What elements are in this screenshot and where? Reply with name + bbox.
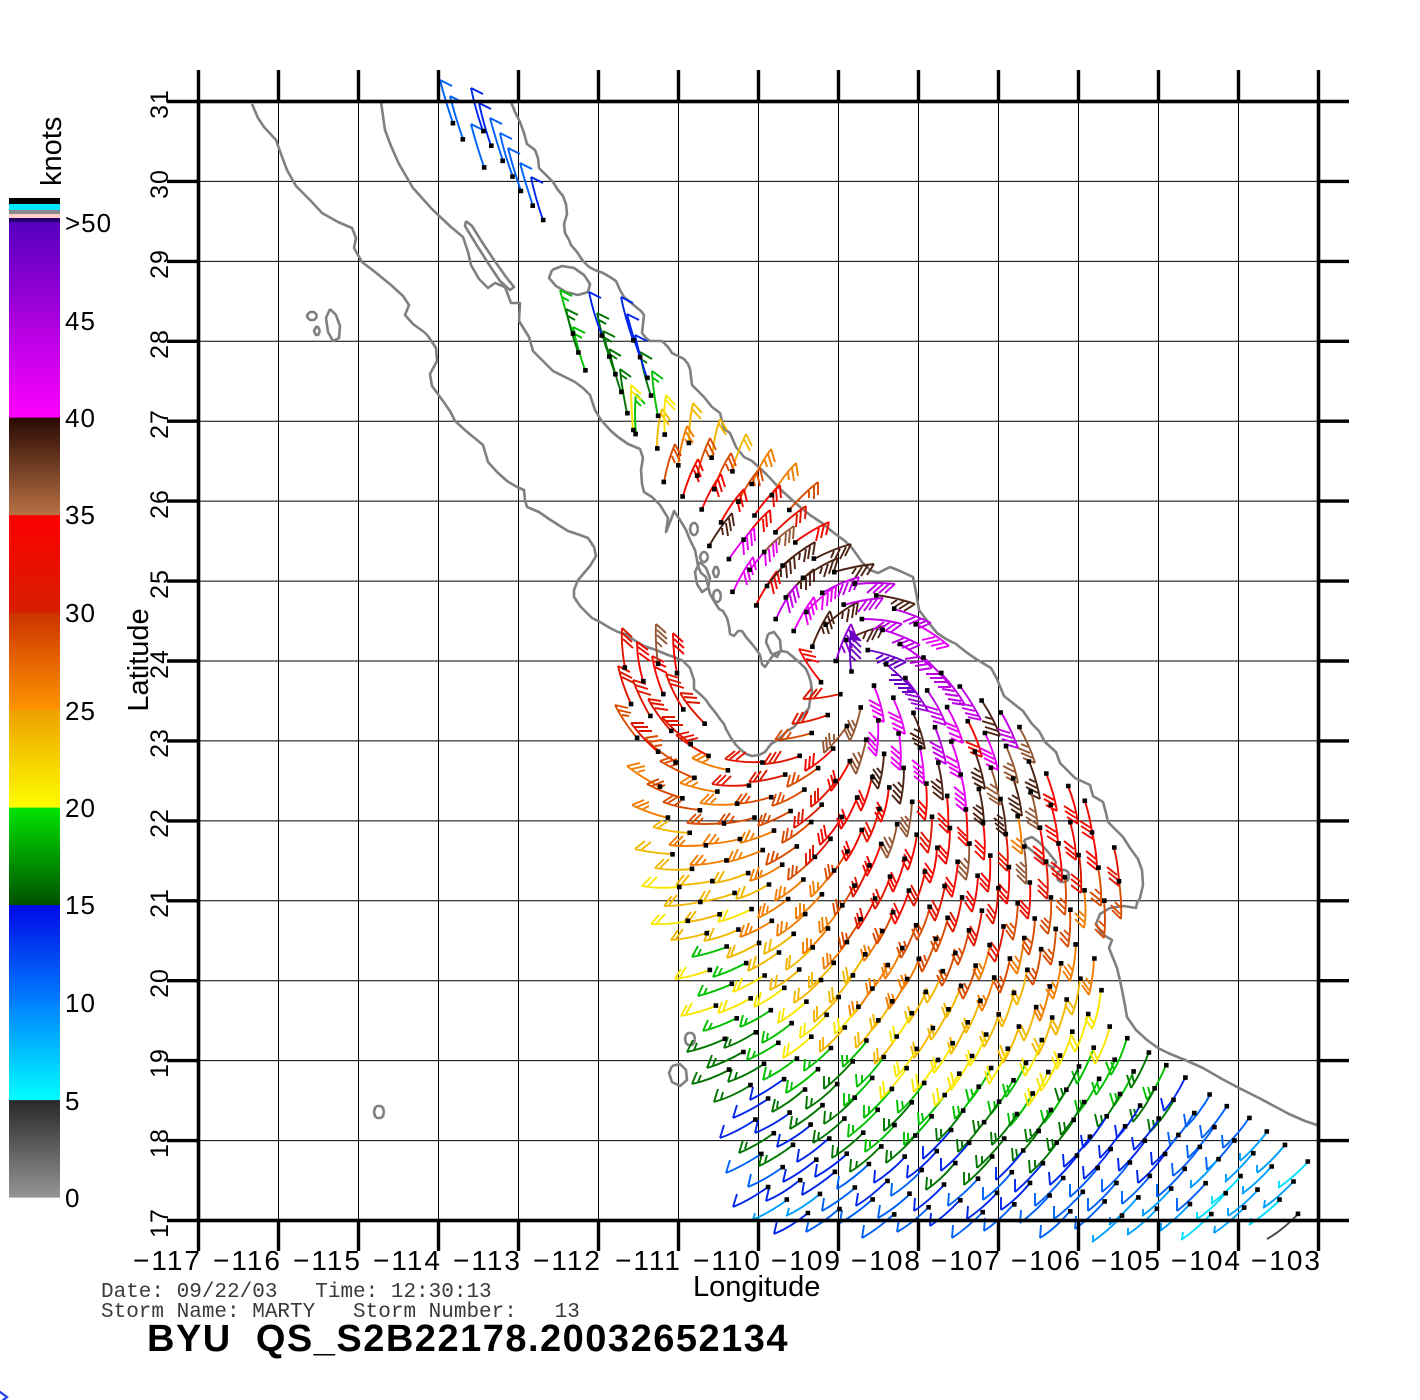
svg-text:−104: −104 bbox=[1171, 1245, 1242, 1276]
svg-text:−116: −116 bbox=[213, 1245, 282, 1276]
svg-text:−107: −107 bbox=[931, 1245, 1002, 1276]
svg-text:25: 25 bbox=[146, 569, 174, 599]
svg-text:−112: −112 bbox=[533, 1245, 602, 1276]
svg-text:10: 10 bbox=[65, 988, 96, 1018]
svg-text:21: 21 bbox=[146, 888, 174, 918]
svg-text:−109: −109 bbox=[771, 1245, 842, 1276]
svg-text:5: 5 bbox=[65, 1086, 80, 1116]
svg-text:Longitude: Longitude bbox=[693, 1271, 820, 1303]
svg-text:15: 15 bbox=[65, 890, 96, 920]
svg-text:−105: −105 bbox=[1091, 1245, 1162, 1276]
svg-text:−103: −103 bbox=[1251, 1245, 1322, 1276]
svg-text:45: 45 bbox=[65, 306, 96, 336]
svg-text:Date: 09/22/03 Time: 12:30:1: Date: 09/22/03 Time: 12:30:13 bbox=[101, 1281, 492, 1304]
svg-text:−111: −111 bbox=[615, 1245, 682, 1276]
svg-text:22: 22 bbox=[146, 808, 174, 838]
svg-text:19: 19 bbox=[146, 1048, 174, 1078]
svg-text:40: 40 bbox=[65, 403, 96, 433]
svg-text:Latitude: Latitude bbox=[123, 608, 155, 711]
svg-text:BYU QS_S2B22178.20032652134: BYU QS_S2B22178.20032652134 bbox=[147, 1318, 789, 1360]
svg-text:Storm Name: MARTY Storm Numb: Storm Name: MARTY Storm Number: 13 bbox=[101, 1301, 580, 1324]
svg-text:−108: −108 bbox=[851, 1245, 922, 1276]
svg-text:−106: −106 bbox=[1011, 1245, 1082, 1276]
svg-text:17: 17 bbox=[146, 1208, 174, 1238]
svg-text:−117: −117 bbox=[133, 1245, 202, 1276]
svg-text:−113: −113 bbox=[453, 1245, 522, 1276]
svg-text:27: 27 bbox=[146, 409, 174, 439]
svg-text:24: 24 bbox=[146, 649, 174, 679]
svg-text:28: 28 bbox=[146, 329, 174, 359]
svg-text:−114: −114 bbox=[373, 1245, 442, 1276]
svg-text:0: 0 bbox=[65, 1183, 80, 1213]
svg-text:knots: knots bbox=[36, 117, 68, 186]
svg-text:18: 18 bbox=[146, 1128, 174, 1158]
svg-text:−115: −115 bbox=[293, 1245, 362, 1276]
svg-text:>50: >50 bbox=[65, 208, 112, 238]
svg-text:35: 35 bbox=[65, 500, 96, 530]
svg-text:31: 31 bbox=[146, 89, 174, 119]
svg-text:23: 23 bbox=[146, 728, 174, 758]
svg-text:26: 26 bbox=[146, 489, 174, 519]
svg-text:25: 25 bbox=[65, 696, 96, 726]
svg-text:−110: −110 bbox=[693, 1245, 762, 1276]
svg-text:20: 20 bbox=[65, 793, 96, 823]
svg-text:30: 30 bbox=[146, 169, 174, 199]
svg-text:29: 29 bbox=[146, 249, 174, 279]
svg-text:20: 20 bbox=[146, 968, 174, 998]
svg-text:30: 30 bbox=[65, 598, 96, 628]
